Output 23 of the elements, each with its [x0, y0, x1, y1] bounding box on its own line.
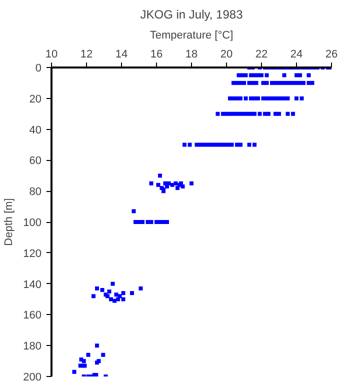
x-axis-title: Temperature [°C]	[150, 30, 234, 42]
x-tick-label: 22	[255, 48, 268, 60]
y-tick-label: 160	[23, 310, 42, 322]
y-tick-label: 0	[35, 62, 42, 74]
y-axis-title: Depth [m]	[3, 198, 16, 246]
x-tick-label: 26	[325, 48, 338, 60]
y-tick-label: 200	[23, 372, 42, 384]
y-tick-label: 20	[29, 93, 42, 106]
y-tick-label: 140	[23, 278, 42, 291]
x-tick-label: 24	[290, 48, 303, 60]
y-tick-label: 180	[23, 340, 42, 353]
chart-title: JKOG in July, 1983	[140, 8, 244, 22]
x-tick-label: 20	[220, 48, 233, 60]
y-tick-label: 40	[29, 124, 42, 136]
x-tick-label: 10	[45, 48, 58, 60]
x-tick-label: 16	[150, 48, 163, 60]
y-tick-label: 100	[23, 217, 42, 229]
y-tick-label: 120	[23, 248, 42, 260]
y-tick-label: 60	[29, 155, 42, 168]
y-tick-label: 80	[29, 186, 42, 198]
x-tick-label: 14	[115, 48, 128, 60]
x-tick-label: 12	[80, 48, 93, 60]
x-tick-label: 18	[185, 48, 198, 60]
